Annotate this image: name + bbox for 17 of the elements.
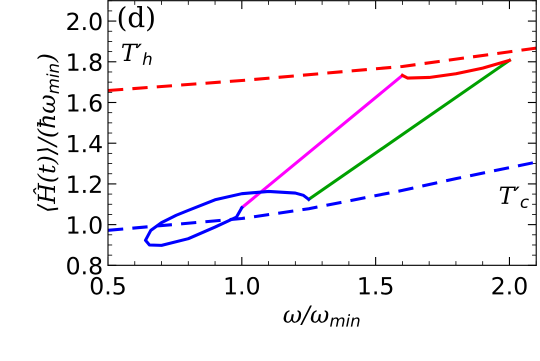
y-tick-label: 1.6 [68, 94, 102, 112]
annotation: T′$_{c}$ [500, 186, 529, 208]
y-tick-label: 1.4 [68, 134, 102, 152]
y-axis-title: ⟨Ĥ(t)⟩/(ħω$_{min}$) [33, 54, 59, 211]
x-axis-title: ω/ω$_{min}$ [284, 306, 360, 327]
y-tick-label: 1.2 [68, 175, 101, 193]
line-series [400, 58, 511, 80]
annotation: (d) [118, 6, 154, 32]
annotation: T′$_{h}$ [122, 44, 152, 65]
x-tick-label: 0.5 [90, 276, 125, 295]
x-tick-label: 2.0 [492, 276, 527, 295]
y-tick-label: 2.0 [67, 12, 102, 30]
y-tick-label: 1.0 [68, 216, 102, 234]
y-tick-label: 1.8 [68, 53, 102, 72]
x-tick-label: 1.0 [226, 276, 260, 295]
x-tick-label: 1.5 [359, 277, 392, 295]
y-tick-label: 0.8 [67, 256, 102, 275]
